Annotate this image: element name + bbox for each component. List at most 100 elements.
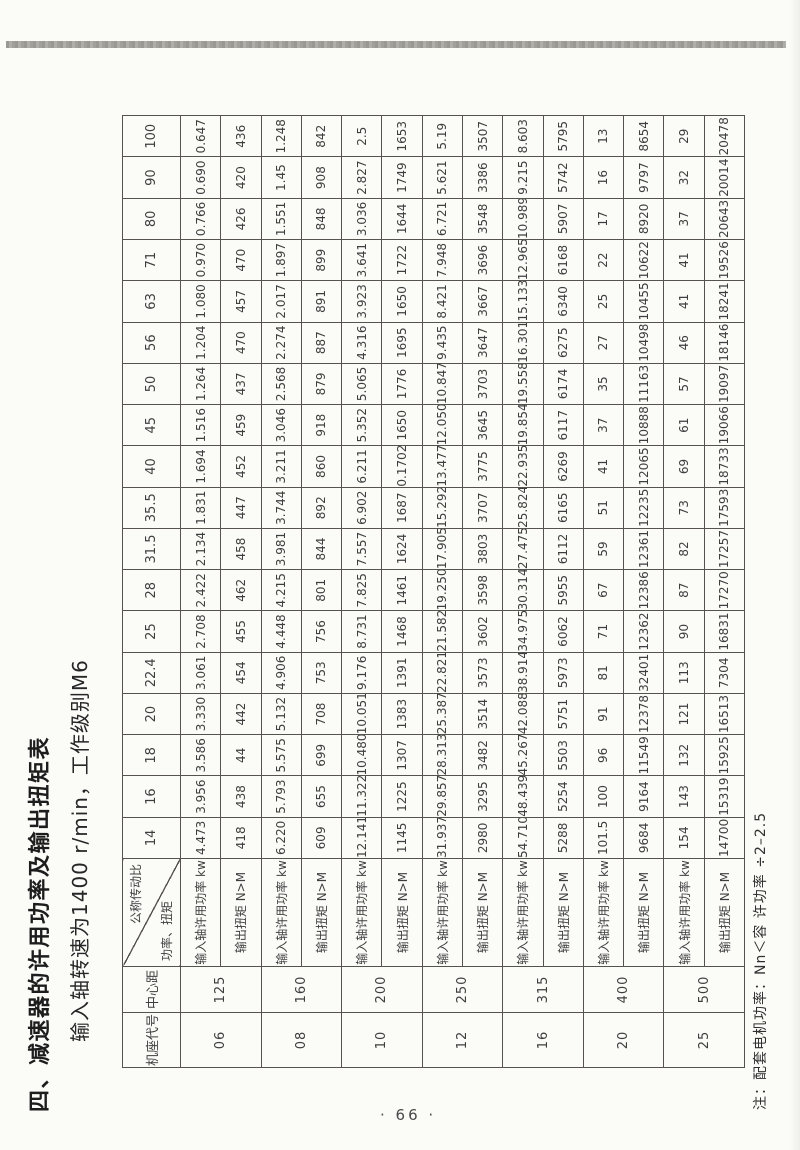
value-cell: 1653 <box>381 115 423 157</box>
value-cell: 7304 <box>704 652 745 694</box>
value-cell: 5742 <box>543 156 584 199</box>
value-cell: 5955 <box>543 569 584 611</box>
diagonal-label-ratio: 公称传动比 <box>129 864 143 925</box>
value-cell: 454 <box>220 652 262 694</box>
value-cell: 6174 <box>543 363 584 405</box>
value-cell: 21.582 <box>422 610 463 653</box>
value-cell: 12.141 <box>341 817 382 859</box>
value-cell: 455 <box>220 610 262 653</box>
value-cell: 51 <box>583 487 624 529</box>
value-cell: 48.439 <box>502 775 544 818</box>
value-cell: 46 <box>663 322 705 364</box>
value-cell: 18733 <box>704 445 745 488</box>
value-cell: 8.421 <box>422 280 463 323</box>
value-cell: 3803 <box>462 528 503 570</box>
frame-code-cell: 20 <box>583 1012 664 1068</box>
value-cell: 29 <box>663 115 705 157</box>
value-cell: 3573 <box>462 652 503 694</box>
value-cell: 2.708 <box>180 610 221 653</box>
value-cell: 41 <box>663 280 705 323</box>
value-cell: 10.847 <box>422 363 463 405</box>
ratio-header-cell: 71 <box>122 239 181 281</box>
value-cell: 753 <box>301 652 342 694</box>
frame-code-cell: 25 <box>663 1012 745 1068</box>
value-cell: 1687 <box>381 487 423 529</box>
value-cell: 20643 <box>704 198 745 240</box>
ratio-header-cell: 25 <box>122 610 181 653</box>
value-cell: 5.19 <box>422 115 463 157</box>
value-cell: 54.710 <box>502 817 544 859</box>
center-distance-cell: 315 <box>502 966 584 1013</box>
value-cell: 57 <box>663 363 705 405</box>
value-cell: 2.568 <box>261 363 302 405</box>
row-label-cell: 输入轴许用功率 kw <box>583 858 624 967</box>
center-distance-cell: 500 <box>663 966 745 1013</box>
frame-code-cell: 08 <box>261 1012 342 1068</box>
value-cell: 19.558 <box>502 363 544 405</box>
value-cell: 879 <box>301 363 342 405</box>
value-cell: 27.475 <box>502 528 544 570</box>
ratio-header-cell: 56 <box>122 322 181 364</box>
row-label-cell: 输入轴许用功率 kw <box>180 858 221 967</box>
ratio-header-cell: 45 <box>122 404 181 446</box>
value-cell: 418 <box>220 817 262 859</box>
value-cell: 6.211 <box>341 445 382 488</box>
value-cell: 37 <box>663 198 705 240</box>
value-cell: 41 <box>663 239 705 281</box>
value-cell: 3482 <box>462 734 503 776</box>
value-cell: 143 <box>663 775 705 818</box>
value-cell: 3548 <box>462 198 503 240</box>
value-cell: 18146 <box>704 322 745 364</box>
value-cell: 8920 <box>623 198 664 240</box>
value-cell: 3.330 <box>180 693 221 735</box>
value-cell: 438 <box>220 775 262 818</box>
frame-code-cell: 16 <box>502 1012 584 1068</box>
row-label-cell: 输出扭矩 N>M <box>381 858 423 967</box>
value-cell: 12.050 <box>422 404 463 446</box>
frame-code-cell: 10 <box>341 1012 423 1068</box>
value-cell: 2.017 <box>261 280 302 323</box>
ratio-header-cell: 20 <box>122 693 181 735</box>
value-cell: 3.744 <box>261 487 302 529</box>
value-cell: 3598 <box>462 569 503 611</box>
value-cell: 2.5 <box>341 115 382 157</box>
value-cell: 3703 <box>462 363 503 405</box>
value-cell: 20478 <box>704 115 745 157</box>
value-cell: 6.220 <box>261 817 302 859</box>
value-cell: 3.586 <box>180 734 221 776</box>
value-cell: 13 <box>583 115 624 157</box>
value-cell: 87 <box>663 569 705 611</box>
ratio-header-cell: 50 <box>122 363 181 405</box>
value-cell: 11.322 <box>341 775 382 818</box>
value-cell: 16 <box>583 156 624 199</box>
value-cell: 3.046 <box>261 404 302 446</box>
value-cell: 891 <box>301 280 342 323</box>
value-cell: 2.422 <box>180 569 221 611</box>
center-distance-cell: 200 <box>341 966 423 1013</box>
value-cell: 6062 <box>543 610 584 653</box>
value-cell: 1644 <box>381 198 423 240</box>
value-cell: 6165 <box>543 487 584 529</box>
scan-artifact-band <box>6 41 786 48</box>
table-row: 06 125 输入轴许用功率 kw 4.473 3.956 3.586 3.330 3.061… <box>180 115 262 1068</box>
table-row: 12 250 输入轴许用功率 kw 31.937 29.857 28.313 25.387 2… <box>422 115 503 1068</box>
value-cell: 1383 <box>381 693 423 735</box>
value-cell: 1650 <box>381 404 423 446</box>
value-cell: 3.036 <box>341 198 382 240</box>
value-cell: 5254 <box>543 775 584 818</box>
value-cell: 452 <box>220 445 262 488</box>
value-cell: 655 <box>301 775 342 818</box>
value-cell: 0.647 <box>180 115 221 157</box>
value-cell: 29.857 <box>422 775 463 818</box>
value-cell: 9797 <box>623 156 664 199</box>
value-cell: 12.965 <box>502 239 544 281</box>
table-body: 06 125 输入轴许用功率 kw 4.473 3.956 3.586 3.330 3.061… <box>180 115 745 1068</box>
table-row: 20 400 输入轴许用功率 kw 101.5 100 96 91 81 71 67 59 51 41 3… <box>583 115 664 1068</box>
value-cell: 1307 <box>381 734 423 776</box>
row-label-cell: 输入轴许用功率 kw <box>261 858 302 967</box>
value-cell: 9.215 <box>502 156 544 199</box>
value-cell: 100 <box>583 775 624 818</box>
ratio-header-cell: 16 <box>122 775 181 818</box>
value-cell: 899 <box>301 239 342 281</box>
